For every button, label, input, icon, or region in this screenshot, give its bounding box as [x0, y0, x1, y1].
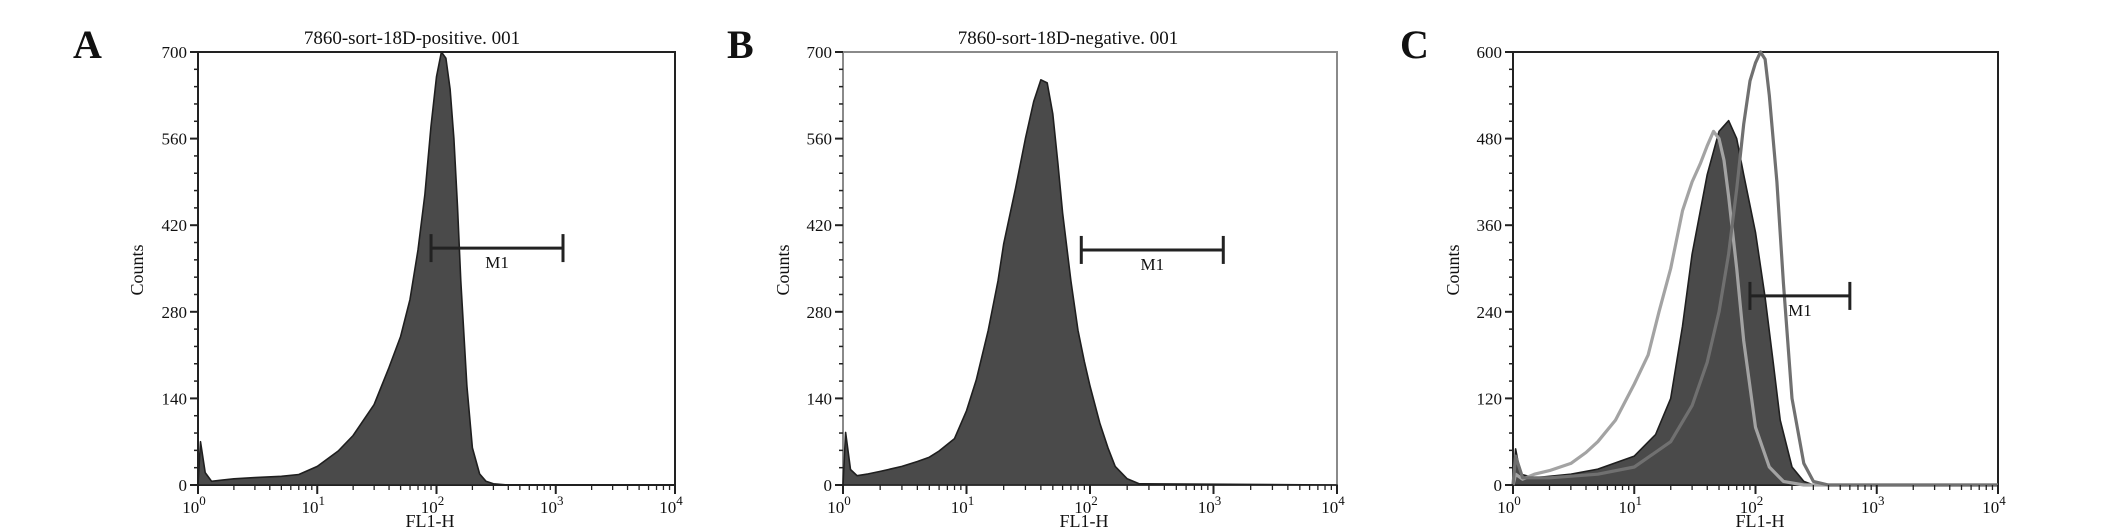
- histogram-series-a-1: [197, 51, 676, 486]
- y-tick-label-c: 120: [1477, 389, 1503, 408]
- y-tick-label-b: 420: [807, 216, 833, 235]
- x-tick-label-b: 103: [1198, 493, 1222, 517]
- x-tick-label-a: 104: [659, 493, 683, 517]
- histogram-series-c-3: [1511, 50, 1998, 487]
- y-axis-label-b: Counts: [773, 244, 793, 295]
- x-tick-label-c: 101: [1619, 493, 1643, 517]
- y-tick-label-c: 600: [1477, 43, 1503, 62]
- y-tick-label-b: 0: [824, 476, 833, 495]
- gate-label-c: M1: [1788, 301, 1812, 320]
- x-tick-label-b: 102: [1074, 493, 1098, 517]
- x-tick-label-b: 101: [951, 493, 975, 517]
- plot-area-c: 0 120 240 360 480 600 100 101 102 103 104 M1: [1477, 43, 2007, 517]
- histogram-series-c-2: [1511, 129, 1998, 487]
- panel-letter-a: A: [73, 22, 102, 67]
- y-tick-label-c: 360: [1477, 216, 1503, 235]
- panel-c: C Counts FL1-H 0 120 240 360 480 600 100 101 102…: [1400, 22, 2006, 531]
- x-tick-label-a: 103: [540, 493, 564, 517]
- y-tick-label-a: 140: [162, 389, 188, 408]
- x-axis-label-a: FL1-H: [406, 511, 455, 531]
- y-axis-label-a: Counts: [127, 244, 147, 295]
- y-tick-label-c: 240: [1477, 303, 1503, 322]
- x-tick-label-c: 100: [1497, 493, 1521, 517]
- y-tick-label-b: 140: [807, 389, 833, 408]
- y-tick-label-c: 480: [1477, 130, 1503, 149]
- y-tick-label-c: 0: [1494, 476, 1503, 495]
- plot-area-b: 0 140 280 420 560 700 100 101 102 103 104 M1: [807, 43, 1346, 517]
- y-tick-label-a: 560: [162, 130, 188, 149]
- y-tick-label-a: 700: [162, 43, 188, 62]
- y-axis-label-c: Counts: [1443, 244, 1463, 295]
- panel-letter-c: C: [1400, 22, 1429, 67]
- panel-letter-b: B: [727, 22, 754, 67]
- chart-title-a: 7860-sort-18D-positive. 001: [304, 28, 520, 49]
- chart-title-b: 7860-sort-18D-negative. 001: [958, 28, 1179, 49]
- gate-label-b: M1: [1140, 255, 1164, 274]
- x-axis-label-b: FL1-H: [1060, 511, 1109, 531]
- y-tick-label-a: 0: [179, 476, 188, 495]
- y-tick-label-a: 420: [162, 216, 188, 235]
- y-tick-label-a: 280: [162, 303, 188, 322]
- panel-b: B 7860-sort-18D-negative. 001 Counts FL1…: [727, 22, 1345, 531]
- x-tick-label-a: 102: [421, 493, 445, 517]
- x-tick-label-c: 102: [1740, 493, 1764, 517]
- histogram-series-b-1: [842, 79, 1338, 486]
- x-tick-label-c: 104: [1982, 493, 2006, 517]
- panel-a: A 7860-sort-18D-positive. 001 Counts FL1…: [73, 22, 683, 531]
- x-axis-label-c: FL1-H: [1736, 511, 1785, 531]
- y-tick-label-b: 280: [807, 303, 833, 322]
- y-tick-label-b: 700: [807, 43, 833, 62]
- plot-area-a: 0 140 280 420 560 700 100 101 102 103 104 M1: [162, 43, 684, 517]
- x-tick-label-b: 104: [1321, 493, 1345, 517]
- x-tick-label-a: 100: [182, 493, 206, 517]
- y-tick-label-b: 560: [807, 130, 833, 149]
- gate-label-a: M1: [485, 253, 509, 272]
- x-tick-label-b: 100: [827, 493, 851, 517]
- x-tick-label-c: 103: [1861, 493, 1885, 517]
- x-tick-label-a: 101: [302, 493, 326, 517]
